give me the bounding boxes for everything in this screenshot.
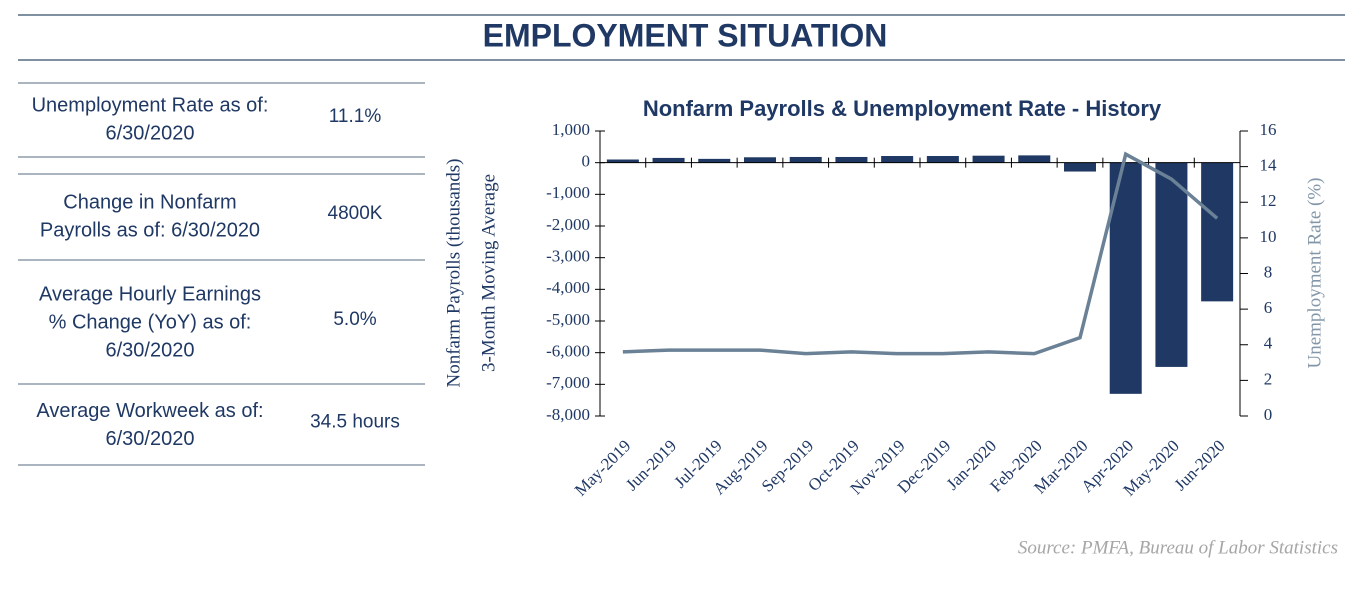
y-tick-label: -7,000 [546, 373, 590, 392]
stat-label: Unemployment Rate as of: [32, 94, 269, 116]
y-tick-label: -4,000 [546, 278, 590, 297]
source: Source: PMFA, Bureau of Labor Statistics [1018, 537, 1338, 558]
y2-tick-label: 6 [1264, 298, 1273, 317]
bar [972, 155, 1005, 163]
stat-label: 6/30/2020 [106, 428, 195, 450]
line [622, 151, 1219, 356]
chart-title: Nonfarm Payrolls & Unemployment Rate - H… [643, 96, 1162, 121]
bar [926, 156, 959, 163]
y-axis-label: 3-Month Moving Average [478, 174, 499, 372]
stat-label: 6/30/2020 [106, 122, 195, 144]
stat-value: 5.0% [333, 309, 376, 330]
bar [1155, 162, 1188, 367]
y-tick-label: -2,000 [546, 215, 590, 234]
stat-label: Payrolls as of: 6/30/2020 [40, 219, 260, 241]
y-axis-label: Nonfarm Payrolls (thousands) [443, 158, 464, 387]
y-tick-label: 1,000 [552, 120, 590, 139]
bar [744, 157, 776, 163]
bar [606, 159, 639, 163]
stat-label: Change in Nonfarm [63, 191, 236, 213]
y-tick-label: -1,000 [546, 183, 590, 202]
x-tick-label: May-2019 [571, 436, 635, 500]
y2-tick-label: 12 [1260, 191, 1277, 210]
bar [1201, 162, 1234, 302]
y2-tick-label: 14 [1260, 156, 1278, 175]
stat-label: Average Hourly Earnings [39, 283, 261, 305]
y-tick-label: -3,000 [546, 247, 590, 266]
y-tick-label: -6,000 [546, 342, 590, 361]
y-tick-label: -5,000 [546, 310, 590, 329]
bar [698, 158, 731, 163]
bar [835, 156, 868, 163]
bar [1018, 155, 1051, 163]
y2-tick-label: 10 [1260, 227, 1277, 246]
bar [652, 157, 685, 163]
y2-axis-label: Unemployment Rate (%) [1304, 177, 1325, 368]
y2-tick-label: 0 [1264, 405, 1273, 424]
page-title: EMPLOYMENT SITUATION [483, 17, 888, 53]
y2-tick-label: 8 [1264, 262, 1273, 281]
stat-value: 34.5 hours [310, 412, 400, 433]
x-tick-label: Jun-2019 [622, 436, 680, 494]
stat-value: 11.1% [329, 106, 382, 127]
stat-label: % Change (YoY) as of: [49, 311, 252, 333]
bar [881, 156, 914, 163]
x-tick-label: Jun-2020 [1171, 436, 1229, 494]
bar [1064, 162, 1096, 172]
y2-tick-label: 16 [1260, 120, 1277, 139]
y2-tick-label: 4 [1264, 334, 1273, 353]
y-tick-label: -8,000 [546, 405, 590, 424]
stat-label: 6/30/2020 [106, 339, 195, 361]
stat-value: 4800K [328, 203, 383, 224]
y2-tick-label: 2 [1264, 369, 1273, 388]
stat-label: Average Workweek as of: [36, 400, 263, 422]
bar [789, 156, 822, 163]
y-tick-label: 0 [582, 152, 591, 171]
